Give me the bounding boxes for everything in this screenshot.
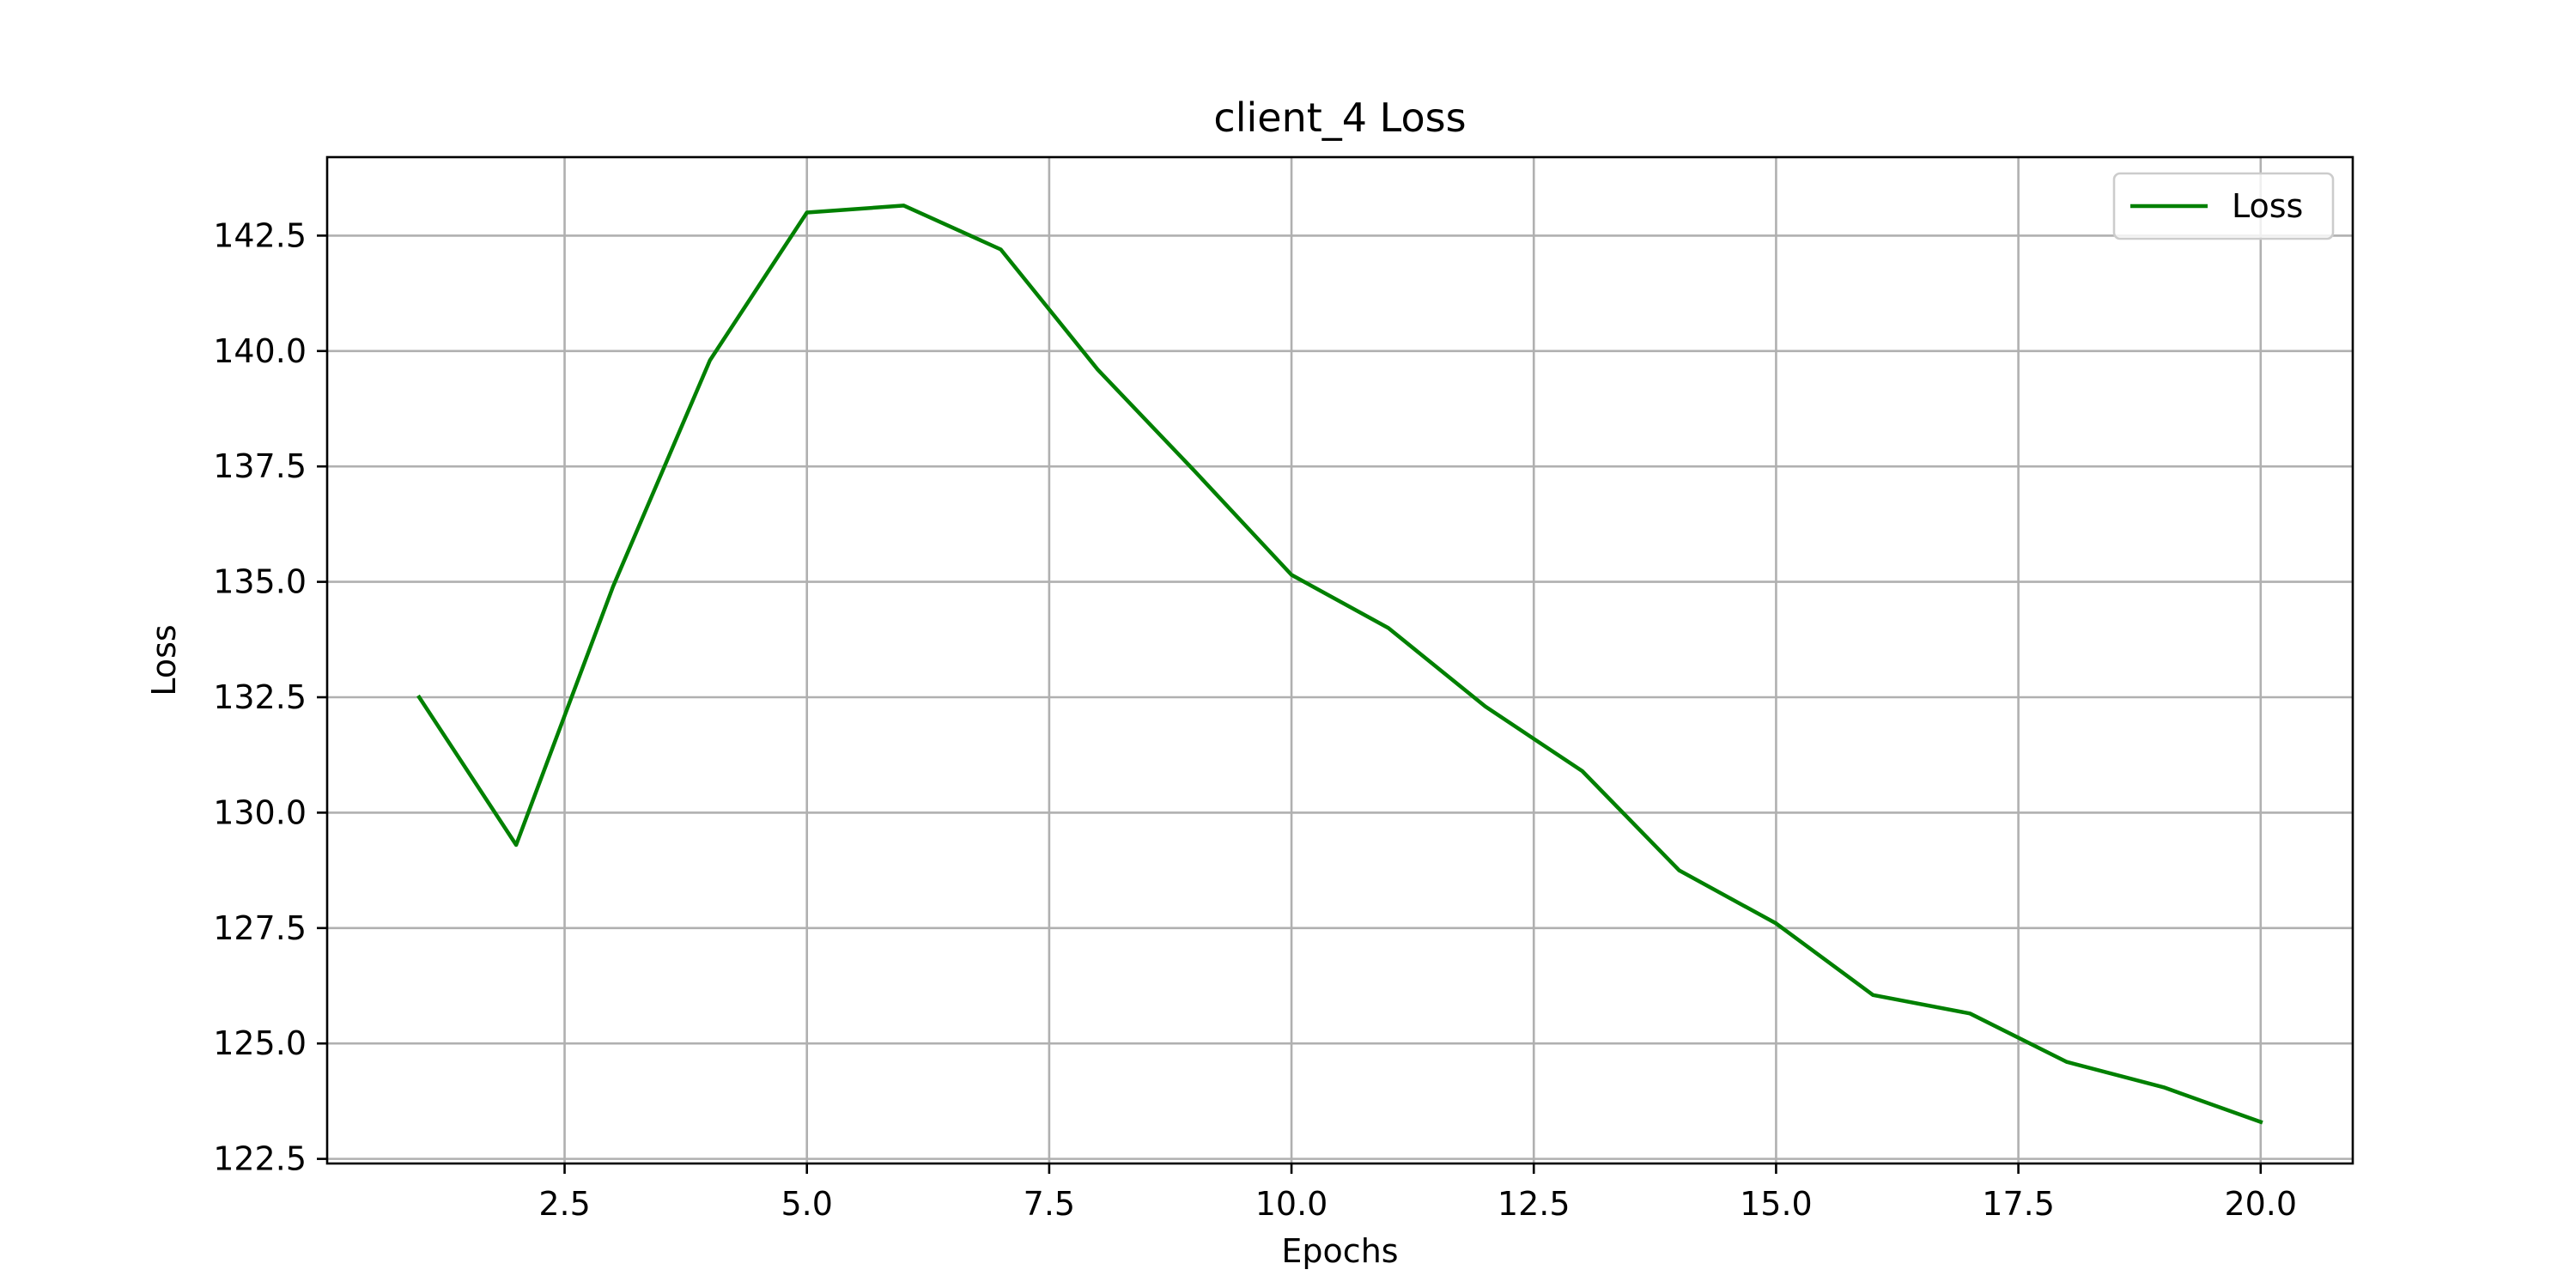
y-tick-label: 142.5 <box>213 216 307 254</box>
y-axis-ticks: 122.5 125.0 127.5 130.0 132.5 135.0 137.5 140.0… <box>213 216 327 1178</box>
x-axis-ticks: 2.5 5.0 7.5 10.0 12.5 15.0 17.5 20.0 <box>538 1163 2297 1223</box>
x-tick-label: 5.0 <box>781 1185 832 1223</box>
legend: Loss <box>2112 172 2335 240</box>
x-tick-label: 12.5 <box>1498 1185 1571 1223</box>
chart-title: client_4 Loss <box>1213 94 1466 141</box>
y-tick-label: 125.0 <box>213 1024 307 1062</box>
x-tick-label: 7.5 <box>1024 1185 1075 1223</box>
x-tick-label: 15.0 <box>1740 1185 1813 1223</box>
axes-frame <box>325 155 2354 1165</box>
y-axis-label: Loss <box>145 624 183 696</box>
x-axis-label: Epochs <box>1281 1232 1398 1270</box>
x-tick-label: 20.0 <box>2224 1185 2297 1223</box>
legend-box <box>2112 172 2335 240</box>
series-layer <box>416 204 2263 1125</box>
y-tick-label: 140.0 <box>213 332 307 370</box>
y-tick-label: 122.5 <box>213 1140 307 1178</box>
y-tick-label: 127.5 <box>213 909 307 947</box>
y-tick-label: 137.5 <box>213 447 307 485</box>
y-tick-label: 135.0 <box>213 563 307 601</box>
y-tick-label: 130.0 <box>213 793 307 831</box>
y-tick-label: 132.5 <box>213 678 307 716</box>
series-line-loss <box>416 204 2263 1125</box>
x-tick-label: 2.5 <box>538 1185 590 1223</box>
legend-label-loss: Loss <box>2232 187 2303 225</box>
grid <box>327 157 2353 1163</box>
x-tick-label: 17.5 <box>1982 1185 2055 1223</box>
plot-area <box>327 157 2353 1163</box>
x-tick-label: 10.0 <box>1255 1185 1328 1223</box>
